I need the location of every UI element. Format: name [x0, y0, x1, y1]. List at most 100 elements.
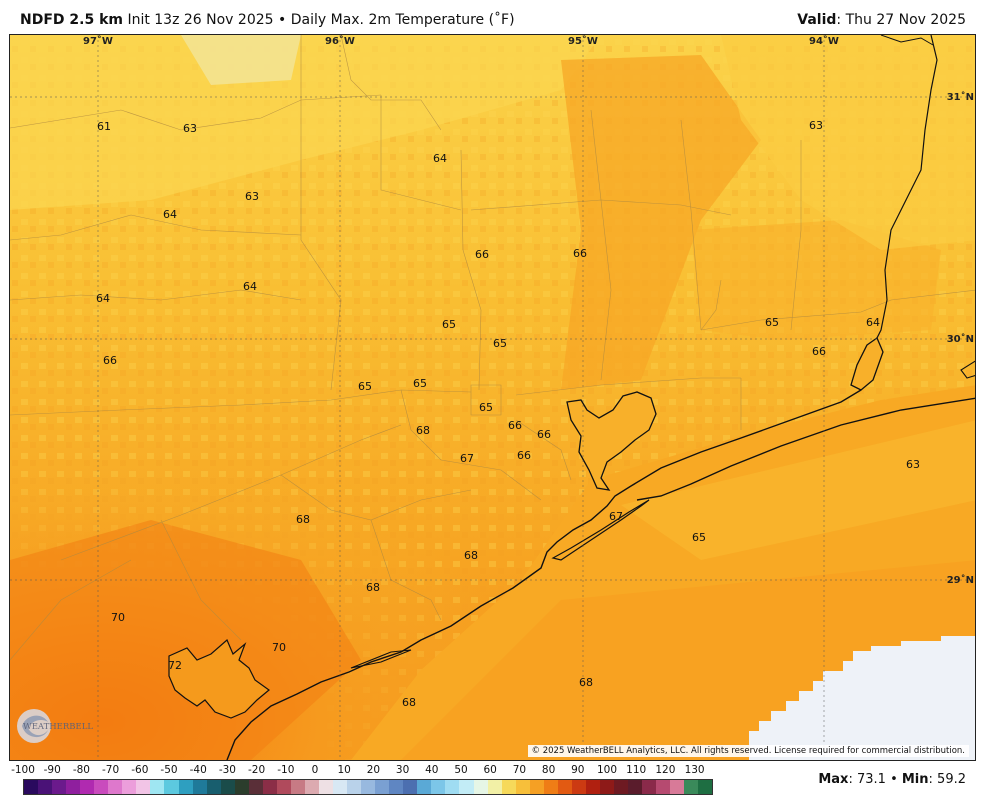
scale-tick-label: 20 [366, 764, 381, 776]
scale-swatch [431, 780, 446, 794]
scale-swatch [487, 780, 502, 794]
temp-label: 66 [537, 428, 551, 441]
temp-label: 70 [111, 611, 125, 624]
scale-swatch [318, 780, 334, 794]
scale-swatch [150, 780, 165, 794]
scale-tick-label: 80 [541, 764, 556, 776]
scale-tick-label: -50 [160, 764, 178, 776]
temp-label: 65 [493, 337, 507, 350]
scale-tick-label: -80 [72, 764, 90, 776]
temp-label: 63 [809, 119, 823, 132]
temp-label: 65 [479, 401, 493, 414]
scale-swatch [234, 780, 249, 794]
logo-text: WEATHERBELL [23, 722, 93, 732]
temp-label: 70 [272, 641, 286, 654]
scale-swatch [473, 780, 488, 794]
scale-tick-label: 90 [571, 764, 585, 776]
temp-label: 66 [812, 345, 826, 358]
temp-label: 66 [508, 419, 522, 432]
scale-swatch [571, 780, 586, 794]
temp-label: 68 [296, 513, 310, 526]
scale-tick-label: 120 [655, 764, 676, 776]
scale-tick-label: 30 [395, 764, 410, 776]
temp-label: 67 [460, 452, 474, 465]
scale-swatch [417, 780, 432, 794]
scale-swatch [543, 780, 558, 794]
temp-label: 61 [97, 120, 111, 133]
temp-label: 67 [609, 510, 623, 523]
scale-swatch [108, 780, 123, 794]
scale-swatch [38, 780, 53, 794]
max-value: 73.1 [856, 772, 886, 787]
scale-tick-label: -70 [102, 764, 120, 776]
scale-tick-label: -30 [218, 764, 236, 776]
temp-label: 64 [163, 208, 177, 221]
lon-label: 94˚W [809, 35, 839, 47]
scale-tick-label: -90 [43, 764, 61, 776]
scale-swatch [515, 780, 530, 794]
temperature-labels: 61 63 64 63 63 64 64 66 66 65 65 65 65 6… [96, 119, 920, 709]
lat-label: 30˚N [947, 333, 974, 345]
lon-label: 97˚W [83, 35, 113, 47]
scale-swatch [66, 780, 81, 794]
scale-tick-label: -60 [131, 764, 149, 776]
scale-swatch [529, 780, 544, 794]
lat-label: 31˚N [947, 91, 974, 103]
scale-tick-label: 130 [684, 764, 705, 776]
scale-swatch [459, 780, 474, 794]
temp-label: 64 [96, 292, 110, 305]
scale-swatch [613, 780, 629, 794]
copyright-notice: © 2025 WeatherBELL Analytics, LLC. All r… [527, 745, 969, 757]
temp-label: 66 [475, 248, 489, 261]
temp-label: 68 [579, 676, 593, 689]
scale-tick-label: 70 [512, 764, 527, 776]
scale-ticks: -100 -90 -80 -70 -60 -50 -40 -30 -20 -10 0 10 20 30 40… [11, 764, 714, 778]
scale-swatch [684, 780, 699, 794]
init-time: Init 13z 26 Nov 2025 [127, 12, 274, 28]
scale-swatch [347, 780, 362, 794]
scale-swatch [248, 780, 263, 794]
temp-label: 65 [765, 316, 779, 329]
lon-label: 95˚W [568, 35, 598, 47]
temperature-map: 97˚W 96˚W 95˚W 94˚W 31˚N 30˚N 29˚N 61 63… [9, 34, 976, 761]
scale-bar [23, 779, 713, 795]
scale-swatch [276, 780, 291, 794]
scale-swatch [389, 780, 404, 794]
min-label: Min [901, 772, 929, 787]
scale-swatch [445, 780, 460, 794]
temp-label: 65 [692, 531, 706, 544]
scale-swatch [220, 780, 235, 794]
temp-label: 68 [402, 696, 416, 709]
scale-swatch [656, 780, 671, 794]
scale-swatch [599, 780, 614, 794]
temp-label: 64 [866, 316, 880, 329]
temp-label: 65 [358, 380, 372, 393]
temp-label: 63 [906, 458, 920, 471]
lon-label: 96˚W [325, 35, 355, 47]
temp-label: 65 [413, 377, 427, 390]
temp-label: 66 [517, 449, 531, 462]
temp-label: 72 [168, 659, 182, 672]
scale-tick-label: -20 [248, 764, 266, 776]
scale-swatch [375, 780, 390, 794]
temp-label: 65 [442, 318, 456, 331]
max-label: Max [818, 772, 849, 787]
color-scale: -100 -90 -80 -70 -60 -50 -40 -30 -20 -10 0 10 20 30 40… [11, 764, 714, 804]
temp-label: 63 [183, 122, 197, 135]
weatherbell-logo: WEATHERBELL [17, 709, 93, 743]
temp-label: 68 [464, 549, 478, 562]
scale-swatch [670, 780, 685, 794]
scale-tick-label: 60 [483, 764, 497, 776]
temp-label: 64 [433, 152, 447, 165]
scale-swatch [24, 780, 39, 794]
temp-label: 66 [573, 247, 587, 260]
scale-swatch [122, 780, 137, 794]
temp-label: 68 [416, 424, 430, 437]
scale-swatch [136, 780, 151, 794]
title-separator: • [278, 12, 287, 28]
valid-time: Valid: Thu 27 Nov 2025 [797, 12, 966, 28]
scale-tick-label: -10 [277, 764, 295, 776]
max-min-stats: Max: 73.1 • Min: 59.2 [818, 772, 966, 787]
scale-swatch [304, 780, 319, 794]
temp-label: 64 [243, 280, 257, 293]
